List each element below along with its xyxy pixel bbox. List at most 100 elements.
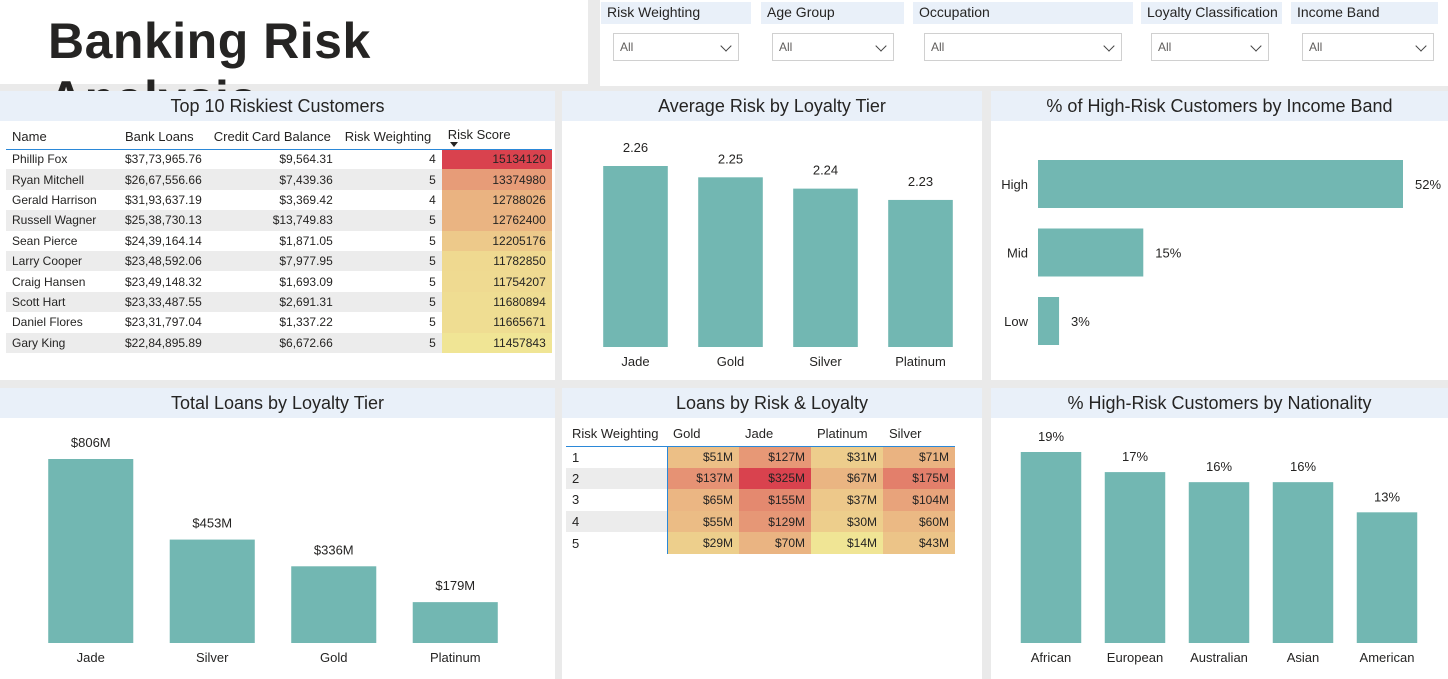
table-row[interactable]: Ryan Mitchell $26,67,556.66 $7,439.36 5 1337… [6,169,552,190]
avg-risk-panel: Average Risk by Loyalty Tier 2.26 Jade 2.2… [562,91,982,380]
column-header-credit-card-balance[interactable]: Credit Card Balance [213,129,331,145]
cell-risk-score: 12205176 [441,230,552,251]
bar-asian[interactable] [1272,482,1334,643]
nationality-panel: % High-Risk Customers by Nationality 19%… [991,388,1448,679]
cell-bank-loans: $23,49,148.32 [125,274,202,289]
matrix-cell: $14M [811,532,883,554]
table-row[interactable]: Phillip Fox $37,73,965.76 $9,564.31 4 151341… [6,149,552,170]
matrix-cell: $37M [811,489,883,511]
table-row[interactable]: Daniel Flores $23,31,797.04 $1,337.22 5 1166… [6,312,552,333]
bar-low[interactable] [1038,297,1060,345]
cell-risk-weighting: 4 [429,192,436,207]
bar-mid[interactable] [1038,228,1144,277]
category-label: Jade [77,650,105,665]
table-row[interactable]: Russell Wagner $25,38,730.13 $13,749.83 5 12… [6,210,552,231]
cell-risk-weighting: 4 [429,152,436,167]
title-panel: Banking Risk Analysis [0,0,588,127]
data-label: 16% [1206,459,1232,474]
category-label: Silver [196,650,229,665]
category-label: High [1001,177,1028,192]
cell-credit-card-balance: $7,439.36 [207,169,339,190]
table-row[interactable]: Scott Hart $23,33,487.55 $2,691.31 5 1168089… [6,291,552,313]
filter-label: Risk Weighting [601,2,751,24]
data-label: 2.24 [813,163,838,178]
cell-bank-loans: $23,48,592.06 [119,250,208,272]
cell-risk-weighting: 5 [338,210,442,231]
matrix-row[interactable]: 5 $29M $70M $14M $43M [566,532,955,554]
bar-gold[interactable] [291,566,377,643]
bar-australian[interactable] [1188,482,1250,643]
matrix-cell: $67M [811,467,883,490]
filter-occupation-dropdown[interactable]: All [924,33,1122,61]
total-loans-panel: Total Loans by Loyalty Tier $806M Jade $45… [0,388,555,679]
matrix-column-header[interactable]: Platinum [817,426,868,442]
cell-bank-loans: $37,73,965.76 [125,152,202,167]
bar-jade[interactable] [603,166,668,347]
column-header-name[interactable]: Name [12,129,47,145]
category-label: Platinum [895,354,946,369]
filter-income-band-dropdown[interactable]: All [1302,33,1434,61]
matrix-row[interactable]: 4 $55M $129M $30M $60M [566,510,955,533]
table-row[interactable]: Gary King $22,84,895.89 $6,672.66 5 11457843 [6,332,552,353]
matrix-cell: $55M [667,510,739,533]
filter-value: All [620,40,634,54]
bar-american[interactable] [1356,512,1418,643]
matrix-cell: $30M [811,510,883,533]
bar-silver[interactable] [169,539,255,643]
table-row[interactable]: Gerald Harrison $31,93,637.19 $3,369.42 4 12… [6,189,552,211]
table-row[interactable]: Larry Cooper $23,48,592.06 $7,977.95 5 11782… [6,250,552,272]
cell-credit-card-balance: $3,369.42 [279,192,333,207]
bar-gold[interactable] [698,177,763,347]
matrix-cell: $137M [667,467,739,490]
column-header-risk-weighting[interactable]: Risk Weighting [344,129,432,145]
filter-occupation: Occupation All [913,2,1133,61]
matrix-table: Risk Weighting Gold Jade Platinum Silver… [566,422,955,554]
filter-label: Loyalty Classification [1141,2,1282,24]
income-band-panel: % of High-Risk Customers by Income Band … [991,91,1448,380]
filter-age-group-dropdown[interactable]: All [772,33,894,61]
cell-credit-card-balance: $7,977.95 [207,250,339,272]
filter-risk-weighting-dropdown[interactable]: All [613,33,739,61]
avg-risk-title: Average Risk by Loyalty Tier [562,91,982,121]
matrix-column-header[interactable]: Silver [889,426,922,442]
bar-african[interactable] [1020,452,1082,643]
matrix-row[interactable]: 3 $65M $155M $37M $104M [566,489,955,511]
matrix-column-header[interactable]: Jade [745,426,774,442]
bar-platinum[interactable] [888,199,953,347]
cell-name: Gary King [6,332,119,353]
matrix-row[interactable]: 2 $137M $325M $67M $175M [566,467,955,490]
cell-risk-weighting: 5 [338,169,442,190]
filter-label: Age Group [761,2,904,24]
filter-value: All [1158,40,1172,54]
column-header-risk-score[interactable]: Risk Score [442,125,552,149]
cell-name: Craig Hansen [12,274,86,289]
column-header-bank-loans[interactable]: Bank Loans [125,129,194,145]
matrix-cell: $71M [883,446,955,468]
matrix-row[interactable]: 1 $51M $127M $31M $71M [566,446,955,468]
cell-bank-loans: $22,84,895.89 [119,332,208,353]
matrix-row-header: 1 [566,446,668,468]
bar-platinum[interactable] [412,602,498,643]
data-label: 13% [1374,489,1400,504]
data-label: 15% [1155,246,1181,261]
nationality-title: % High-Risk Customers by Nationality [991,388,1448,418]
matrix-row-header: 4 [566,510,668,533]
matrix-cell: $175M [883,467,955,490]
bar-jade[interactable] [48,459,134,643]
table-row[interactable]: Sean Pierce $24,39,164.14 $1,871.05 5 122051… [6,230,552,251]
bar-silver[interactable] [793,188,858,347]
bar-high[interactable] [1038,160,1403,208]
filter-risk-weighting: Risk Weighting All [601,2,751,61]
cell-risk-score: 11665671 [441,312,552,333]
matrix-column-header[interactable]: Gold [673,426,701,442]
matrix-cell: $70M [739,532,811,554]
data-label: 52% [1415,177,1441,192]
data-label: 2.23 [908,174,933,189]
table-row[interactable]: Craig Hansen $23,49,148.32 $1,693.09 5 11754… [6,271,552,292]
matrix-cell: $65M [667,489,739,511]
cell-bank-loans: $23,33,487.55 [119,291,208,313]
matrix-corner-header[interactable]: Risk Weighting [572,426,659,442]
category-label: Asian [1287,650,1320,665]
filter-loyalty-dropdown[interactable]: All [1151,33,1269,61]
bar-european[interactable] [1104,472,1166,643]
